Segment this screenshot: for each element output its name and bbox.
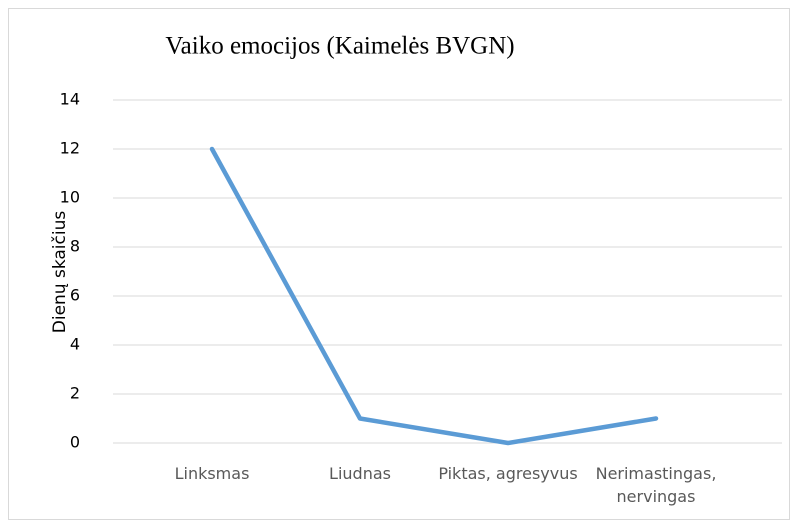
chart-title: Vaiko emocijos (Kaimelės BVGN): [165, 33, 514, 60]
x-tick-label: Liudnas: [329, 464, 391, 483]
y-tick-label: 2: [70, 384, 80, 403]
x-tick-label: Piktas, agresyvus: [438, 464, 578, 483]
y-tick-label: 12: [60, 139, 80, 158]
chart-border: [8, 8, 790, 520]
y-tick-label: 14: [60, 90, 80, 109]
data-line: [209, 146, 659, 446]
y-tick-label: 6: [70, 286, 80, 305]
x-tick-label: Linksmas: [174, 464, 250, 483]
y-tick-label: 4: [70, 335, 80, 354]
y-tick-label: 0: [70, 433, 80, 452]
y-tick-label: 10: [60, 188, 80, 207]
x-tick-label: Nerimastingas, nervingas: [595, 464, 717, 506]
y-axis-label: Dienų skaičius: [50, 211, 70, 334]
y-tick-label: 8: [70, 237, 80, 256]
